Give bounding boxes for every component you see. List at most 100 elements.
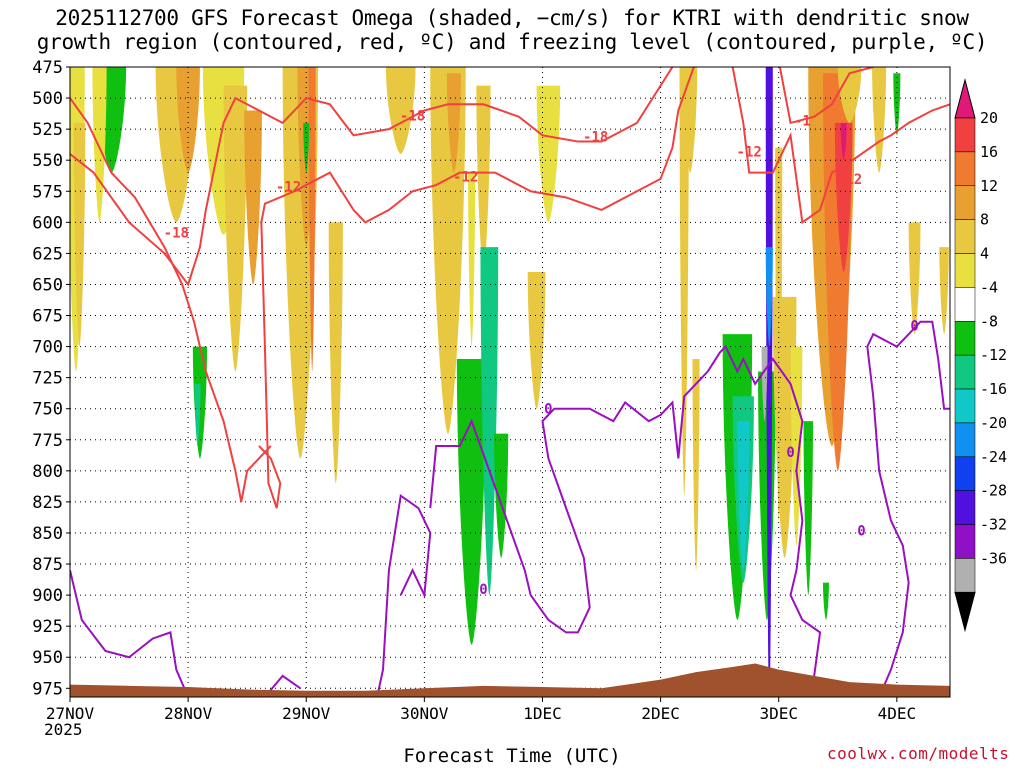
contour-purple-0-e bbox=[866, 320, 950, 697]
colorbar-swatch-14 bbox=[954, 558, 976, 593]
omega-shade-aw bbox=[837, 67, 862, 123]
omega-shade-au bbox=[939, 247, 949, 335]
colorbar-label--16: -16 bbox=[980, 380, 1007, 398]
y-tick-label-825: 825 bbox=[32, 493, 63, 513]
contour-label-2: -18 bbox=[400, 108, 425, 124]
colorbar-label--20: -20 bbox=[980, 414, 1007, 432]
omega-shade-ai bbox=[765, 67, 773, 697]
x-tick-label-27NOV: 27NOV bbox=[46, 704, 95, 723]
colorbar-swatch-1 bbox=[954, 117, 976, 153]
colorbar-label-12: 12 bbox=[980, 177, 998, 195]
contour-label-9: 0 bbox=[786, 445, 794, 461]
colorbar-swatch-8 bbox=[954, 354, 976, 390]
contour-label-10: 0 bbox=[857, 523, 865, 539]
colorbar-swatch-4 bbox=[954, 219, 976, 254]
y-tick-label-525: 525 bbox=[32, 120, 63, 140]
x-tick-label-4DEC: 4DEC bbox=[878, 704, 917, 723]
contour-red-neg12-a bbox=[258, 67, 695, 509]
y-tick-label-550: 550 bbox=[32, 151, 63, 171]
y-tick-label-750: 750 bbox=[32, 400, 63, 420]
colorbar-label--32: -32 bbox=[980, 516, 1007, 534]
omega-shade-x bbox=[494, 433, 509, 558]
omega-shade-u bbox=[536, 85, 561, 223]
colorbar-label--12: -12 bbox=[980, 346, 1007, 364]
contour-red-neg18-b bbox=[70, 67, 674, 287]
colorbar-label-8: 8 bbox=[980, 211, 989, 229]
omega-shade-w bbox=[480, 247, 499, 596]
omega-shade-i bbox=[244, 110, 262, 285]
y-tick-label-675: 675 bbox=[32, 307, 63, 327]
colorbar-label-20: 20 bbox=[980, 109, 998, 127]
omega-shade-av bbox=[822, 582, 829, 620]
omega-shade-t bbox=[385, 67, 416, 154]
y-tick-label-975: 975 bbox=[32, 679, 63, 699]
colorbar-swatch-9 bbox=[954, 388, 976, 424]
colorbar-label--36: -36 bbox=[980, 549, 1007, 567]
contour-label-3: -12 bbox=[453, 169, 478, 185]
colorbar-swatch-5 bbox=[954, 253, 976, 288]
contour-label-0: -18 bbox=[164, 225, 189, 241]
colorbar-label--4: -4 bbox=[980, 278, 998, 296]
colorbar-swatch-6 bbox=[954, 287, 976, 322]
contour-red-neg12-b bbox=[731, 67, 950, 225]
contour-purple-0-d bbox=[429, 344, 827, 697]
contour-label-11: 0 bbox=[479, 582, 487, 598]
colorbar-swatch-7 bbox=[954, 321, 976, 356]
x-tick-label-30NOV: 30NOV bbox=[400, 704, 449, 723]
omega-shade-as bbox=[872, 67, 887, 173]
y-tick-label-500: 500 bbox=[32, 89, 63, 109]
colorbar-swatch-13 bbox=[954, 524, 976, 559]
y-tick-label-775: 775 bbox=[32, 431, 63, 451]
contour-label-5: -12 bbox=[737, 144, 762, 160]
chart-title-line-2: growth region (contoured, red, ºC) and f… bbox=[36, 30, 988, 54]
omega-shade-aq bbox=[834, 122, 853, 273]
contour-label-7: -12 bbox=[837, 172, 862, 188]
colorbar-label--24: -24 bbox=[980, 448, 1007, 466]
contour-red-neg1 bbox=[778, 67, 874, 125]
colorbar-label--28: -28 bbox=[980, 482, 1007, 500]
omega-shade-s bbox=[468, 172, 476, 347]
omega-shade-h bbox=[223, 85, 248, 372]
omega-shade-b bbox=[73, 122, 86, 347]
y-tick-label-925: 925 bbox=[32, 617, 63, 637]
y-tick-label-725: 725 bbox=[32, 369, 63, 389]
y-tick-label-850: 850 bbox=[32, 524, 63, 544]
contour-purple-0-c bbox=[376, 493, 432, 697]
source-credit: coolwx.com/modelts bbox=[827, 744, 1010, 763]
colorbar-top-arrow bbox=[954, 78, 976, 119]
contour-label-8: 0 bbox=[544, 402, 552, 418]
omega-shade-l bbox=[308, 67, 316, 372]
x-tick-label-2DEC: 2DEC bbox=[641, 704, 680, 723]
contour-label-4: -18 bbox=[583, 130, 608, 146]
omega-shade-ab bbox=[692, 359, 700, 571]
y-tick-label-575: 575 bbox=[32, 182, 63, 202]
omega-shade-ak bbox=[761, 346, 768, 422]
omega-shade-d bbox=[92, 67, 107, 223]
x-tick-label-29NOV: 29NOV bbox=[282, 704, 331, 723]
colorbar-swatch-10 bbox=[954, 422, 976, 458]
contour-label-12: 0 bbox=[910, 318, 918, 334]
x-axis-title: Forecast Time (UTC) bbox=[403, 745, 621, 767]
omega-shade-ac bbox=[679, 67, 689, 496]
contour-purple-0-b bbox=[264, 674, 301, 697]
colorbar-label-4: 4 bbox=[980, 245, 989, 263]
y-tick-label-900: 900 bbox=[32, 586, 63, 606]
y-tick-label-650: 650 bbox=[32, 275, 63, 295]
y-tick-label-800: 800 bbox=[32, 462, 63, 482]
omega-shade-r bbox=[476, 85, 491, 273]
plot-frame bbox=[69, 66, 951, 698]
omega-shade-v bbox=[456, 359, 487, 645]
terrain-ground bbox=[70, 663, 950, 697]
omega-shade-y bbox=[527, 272, 546, 409]
omega-shade-p bbox=[430, 67, 466, 434]
chart-title-line-1: 2025112700 GFS Forecast Omega (shaded, −… bbox=[55, 6, 969, 30]
x-tick-label-1DEC: 1DEC bbox=[523, 704, 562, 723]
colorbar-label--8: -8 bbox=[980, 312, 998, 330]
x-tick-label-28NOV: 28NOV bbox=[164, 704, 213, 723]
y-tick-label-875: 875 bbox=[32, 555, 63, 575]
colorbar-swatch-11 bbox=[954, 456, 976, 491]
omega-shade-f bbox=[176, 67, 200, 173]
contour-label-6: -1 bbox=[794, 113, 811, 129]
omega-shade-aj bbox=[765, 247, 773, 347]
